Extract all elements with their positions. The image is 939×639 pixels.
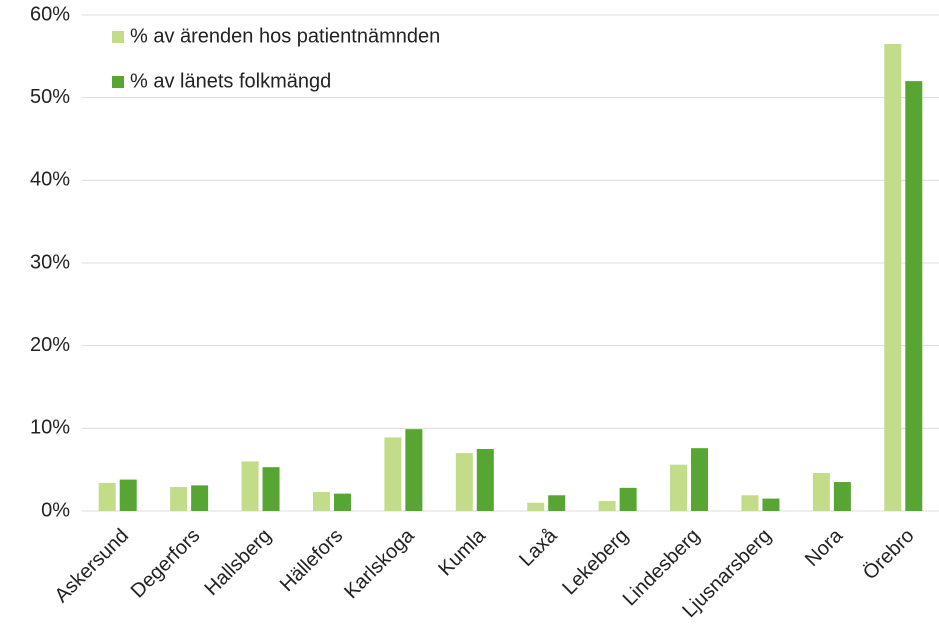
- y-tick-label: 0%: [41, 499, 70, 521]
- bar: [405, 429, 423, 511]
- bar: [833, 482, 851, 511]
- bar: [455, 453, 473, 511]
- x-tick-label: Laxå: [515, 524, 562, 571]
- bar: [333, 493, 351, 511]
- bar: [691, 448, 709, 511]
- bar: [762, 498, 780, 511]
- x-tick-label: Nora: [801, 524, 848, 571]
- bar: [527, 502, 545, 511]
- x-tick-label: Hällefors: [276, 525, 347, 596]
- bar: [548, 495, 566, 511]
- bar: [905, 81, 923, 511]
- y-tick-label: 40%: [30, 169, 70, 191]
- x-tick-label: Degerfors: [127, 525, 205, 603]
- bar: [619, 487, 637, 511]
- legend-label: % av länets folkmängd: [130, 70, 331, 92]
- x-tick-label: Lekeberg: [558, 525, 633, 600]
- y-tick-label: 10%: [30, 417, 70, 439]
- y-tick-label: 20%: [30, 334, 70, 356]
- bar: [598, 501, 616, 511]
- bar: [812, 472, 830, 511]
- y-tick-label: 50%: [30, 86, 70, 108]
- bar: [884, 43, 902, 511]
- y-tick-label: 60%: [30, 3, 70, 25]
- legend-swatch: [112, 31, 124, 43]
- bar: [241, 461, 259, 511]
- x-tick-label: Hallsberg: [201, 525, 276, 600]
- bar: [670, 464, 688, 511]
- x-tick-label: Kumla: [434, 524, 490, 580]
- bar: [191, 485, 209, 511]
- bar: [119, 479, 137, 511]
- bar: [476, 449, 494, 511]
- bar: [262, 467, 280, 511]
- legend-swatch: [112, 76, 124, 88]
- x-tick-label: Karlskoga: [340, 524, 419, 603]
- bar: [312, 491, 330, 511]
- y-tick-label: 30%: [30, 251, 70, 273]
- bar: [741, 495, 759, 511]
- bar: [170, 487, 188, 511]
- legend-label: % av ärenden hos patientnämnden: [130, 25, 440, 47]
- x-tick-label: Askersund: [51, 525, 133, 607]
- x-tick-label: Örebro: [859, 525, 919, 585]
- bar: [384, 437, 402, 511]
- bar: [98, 482, 116, 511]
